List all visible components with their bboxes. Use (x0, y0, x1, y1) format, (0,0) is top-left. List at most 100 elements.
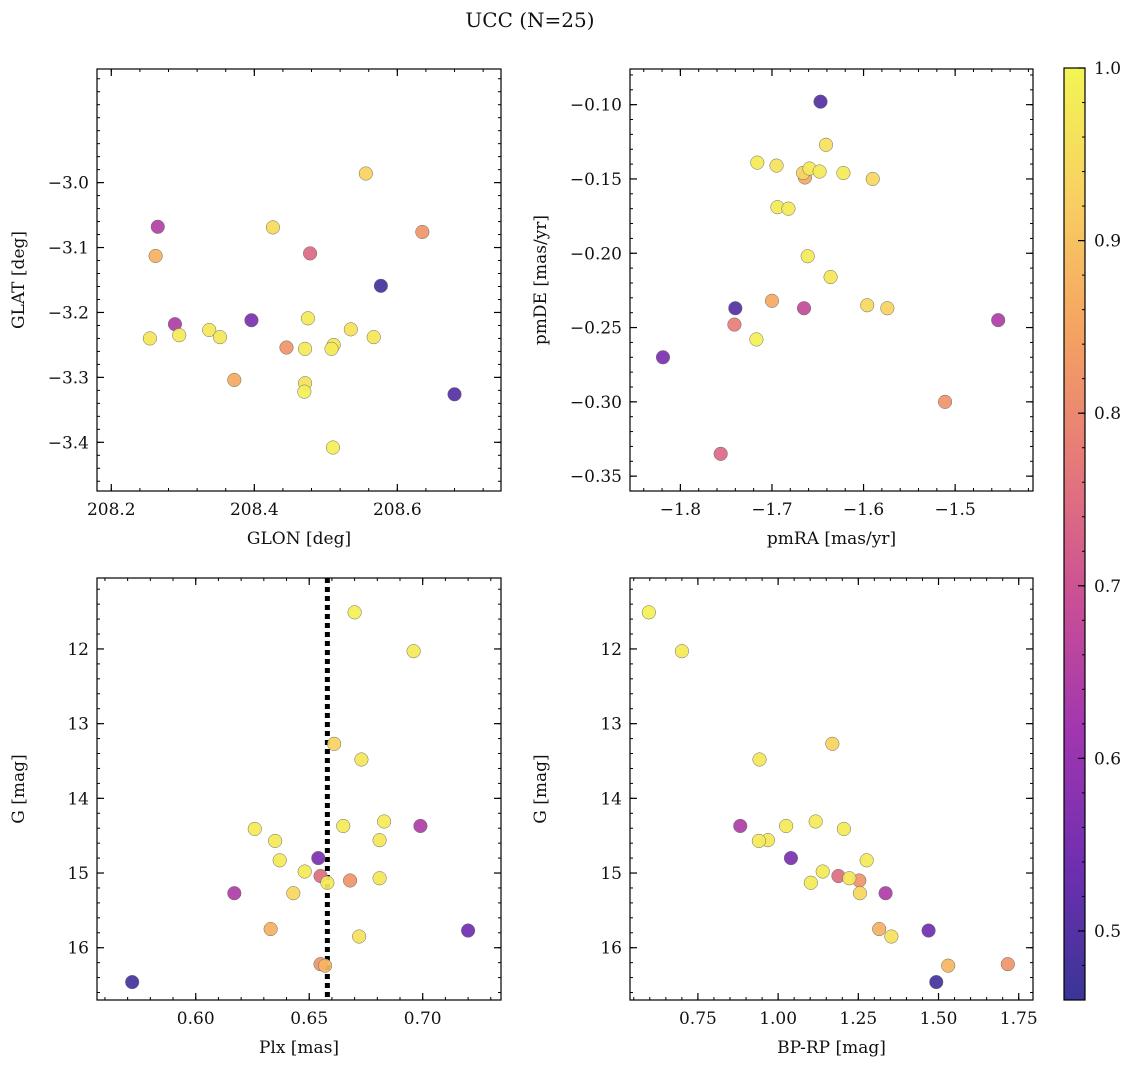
data-point (842, 871, 857, 886)
x-tick-label: 1.50 (920, 1009, 958, 1029)
data-point (212, 330, 228, 345)
x-tick-label: −1.6 (843, 500, 884, 520)
plot-frame (96, 68, 502, 492)
data-point (125, 975, 140, 990)
data-point (415, 224, 430, 240)
y-tick-label: −0.35 (570, 467, 622, 487)
data-point (641, 605, 656, 620)
y-tick-label: 13 (67, 715, 89, 735)
data-point (752, 752, 767, 767)
data-point (320, 875, 335, 890)
data-point (674, 644, 689, 659)
colorbar: 0.5 0.6 0.7 0.8 0.9 1.0 (1063, 59, 1121, 1001)
data-point (800, 249, 815, 264)
y-tick-label: 13 (600, 715, 622, 735)
y-tick-label: −3.0 (48, 174, 89, 194)
data-point (825, 736, 840, 751)
data-point (1000, 957, 1015, 972)
data-point (142, 331, 157, 346)
x-tick-label: −1.8 (660, 500, 701, 520)
y-tick-label: 16 (67, 939, 89, 959)
data-point (358, 166, 373, 181)
data-point (263, 921, 278, 937)
y-axis-label: G [mag] (531, 754, 551, 823)
data-point (884, 929, 899, 944)
data-point (247, 821, 262, 837)
data-point (227, 886, 242, 901)
figure-title: UCC (N=25) (465, 8, 594, 32)
data-point (461, 923, 476, 938)
data-point (372, 833, 387, 848)
data-point (373, 278, 388, 293)
data-point (300, 311, 315, 326)
plot-frame (96, 577, 502, 1001)
data-point (880, 301, 895, 316)
data-point (783, 851, 798, 866)
x-axis-label: GLON [deg] (247, 529, 351, 549)
data-point (852, 886, 867, 901)
data-point (812, 164, 827, 179)
data-point (447, 387, 462, 402)
panel-glat-vs-glon: 208.2 208.4 208.6 −3.4 −3.3 −3.2 −3.1 −3.0 GLON … (9, 68, 502, 549)
data-point (808, 814, 823, 829)
x-axis-label: Plx [mas] (259, 1038, 339, 1058)
y-tick-label: −0.25 (570, 319, 622, 339)
x-tick-label: 0.60 (177, 1009, 215, 1029)
data-point (272, 853, 287, 868)
plot-frame (629, 68, 1034, 492)
data-point (347, 605, 362, 620)
y-tick-label: 14 (67, 789, 89, 809)
y-tick-label: −3.2 (48, 303, 89, 323)
data-point (352, 929, 367, 944)
data-point (202, 322, 217, 338)
data-point (728, 301, 743, 316)
data-point (713, 446, 728, 461)
colorbar-tick-label: 0.7 (1094, 577, 1121, 597)
data-point (327, 736, 342, 751)
y-tick-label: −0.30 (570, 393, 622, 413)
panel-pmde-vs-pmra: −1.8 −1.7 −1.6 −1.5 −0.35 −0.30 −0.25 −0.20 −0.1… (531, 68, 1034, 549)
data-point (298, 341, 313, 356)
data-point (836, 165, 851, 181)
data-point (929, 975, 944, 990)
data-point (303, 246, 318, 261)
colorbar-tick-label: 0.5 (1094, 922, 1121, 942)
y-tick-label: −0.15 (570, 170, 622, 190)
y-tick-label: 14 (600, 789, 622, 809)
data-point (366, 330, 381, 345)
y-axis-label: pmDE [mas/yr] (531, 215, 551, 345)
data-point (244, 313, 259, 328)
data-point (279, 340, 294, 355)
x-axis-label: BP-RP [mag] (777, 1038, 886, 1058)
y-axis-label: GLAT [deg] (9, 231, 29, 329)
data-point (823, 269, 838, 285)
colorbar-gradient (1063, 67, 1086, 1001)
data-point (343, 322, 358, 337)
data-point (779, 818, 794, 834)
x-tick-label: 208.6 (373, 500, 422, 520)
data-point (150, 219, 165, 234)
data-point (227, 372, 242, 388)
y-tick-label: 15 (600, 864, 622, 884)
data-point (377, 814, 392, 829)
panel-g-vs-plx: 0.60 0.65 0.70 12 13 14 15 16 Plx [mas] G [mag] (9, 577, 502, 1058)
y-tick-label: −0.20 (570, 244, 622, 264)
x-tick-label: −1.7 (751, 500, 792, 520)
data-point (813, 94, 828, 109)
data-point (781, 201, 796, 216)
data-point (991, 313, 1006, 328)
y-tick-label: −0.10 (570, 96, 622, 116)
data-point (764, 293, 780, 308)
data-point (311, 851, 326, 866)
data-point (372, 871, 387, 886)
y-axis-label: G [mag] (9, 754, 29, 823)
data-point (818, 137, 834, 152)
y-tick-label: −3.4 (48, 433, 89, 453)
x-tick-label: 208.2 (87, 500, 136, 520)
x-tick-label: 1.75 (1000, 1009, 1038, 1029)
y-tick-label: 12 (67, 640, 89, 660)
data-point (655, 350, 671, 365)
data-point (796, 301, 812, 316)
colorbar-tick-label: 0.8 (1094, 404, 1121, 424)
